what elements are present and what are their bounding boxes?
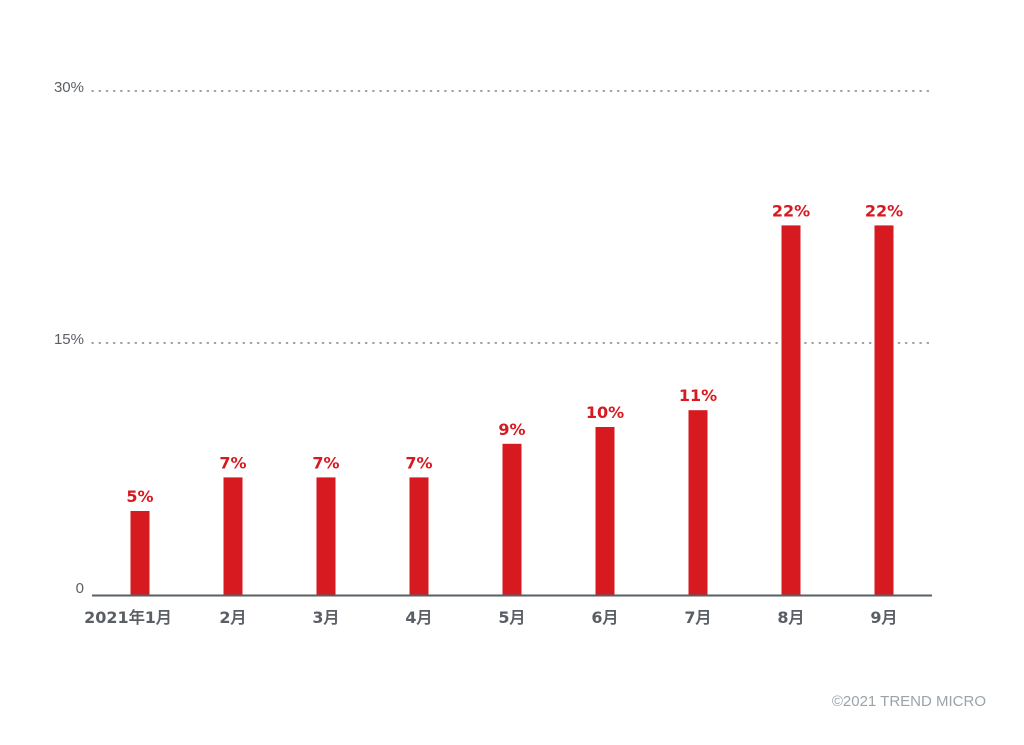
bar — [781, 225, 801, 595]
bar — [409, 477, 429, 595]
x-tick-label: 5月 — [498, 608, 525, 627]
y-tick-label: 0 — [76, 580, 84, 597]
bar — [223, 477, 243, 595]
x-tick-label: 7月 — [684, 608, 711, 627]
copyright-text: ©2021 TREND MICRO — [831, 693, 986, 710]
data-label: 7% — [405, 453, 432, 472]
data-label: 22% — [772, 201, 810, 220]
x-tick-label: 8月 — [777, 608, 804, 627]
bar — [502, 443, 522, 595]
x-tick-label: 2月 — [219, 608, 246, 627]
bar — [874, 225, 894, 595]
data-label: 7% — [219, 453, 246, 472]
bar — [688, 410, 708, 595]
bar — [130, 511, 150, 595]
data-label: 10% — [586, 403, 624, 422]
bars — [130, 225, 894, 595]
x-tick-label: 9月 — [870, 608, 897, 627]
data-label: 7% — [312, 453, 339, 472]
x-tick-label: 4月 — [405, 608, 432, 627]
data-label: 22% — [865, 201, 903, 220]
data-labels: 5% 7% 7% 7% 9% 10% 11% 22% 22% — [126, 201, 903, 506]
x-tick-label: 6月 — [591, 608, 618, 627]
y-tick-label: 15% — [54, 331, 84, 348]
x-tick-label: 2021年1月 — [84, 608, 172, 627]
data-label: 11% — [679, 386, 717, 405]
data-label: 5% — [126, 487, 153, 506]
x-axis-ticks: 2021年1月 2月 3月 4月 5月 6月 7月 8月 9月 — [84, 608, 897, 627]
bar — [595, 427, 615, 595]
data-label: 9% — [498, 420, 525, 439]
bar — [316, 477, 336, 595]
x-tick-label: 3月 — [312, 608, 339, 627]
y-axis-ticks: 0 15% 30% — [54, 79, 84, 597]
y-tick-label: 30% — [54, 79, 84, 96]
